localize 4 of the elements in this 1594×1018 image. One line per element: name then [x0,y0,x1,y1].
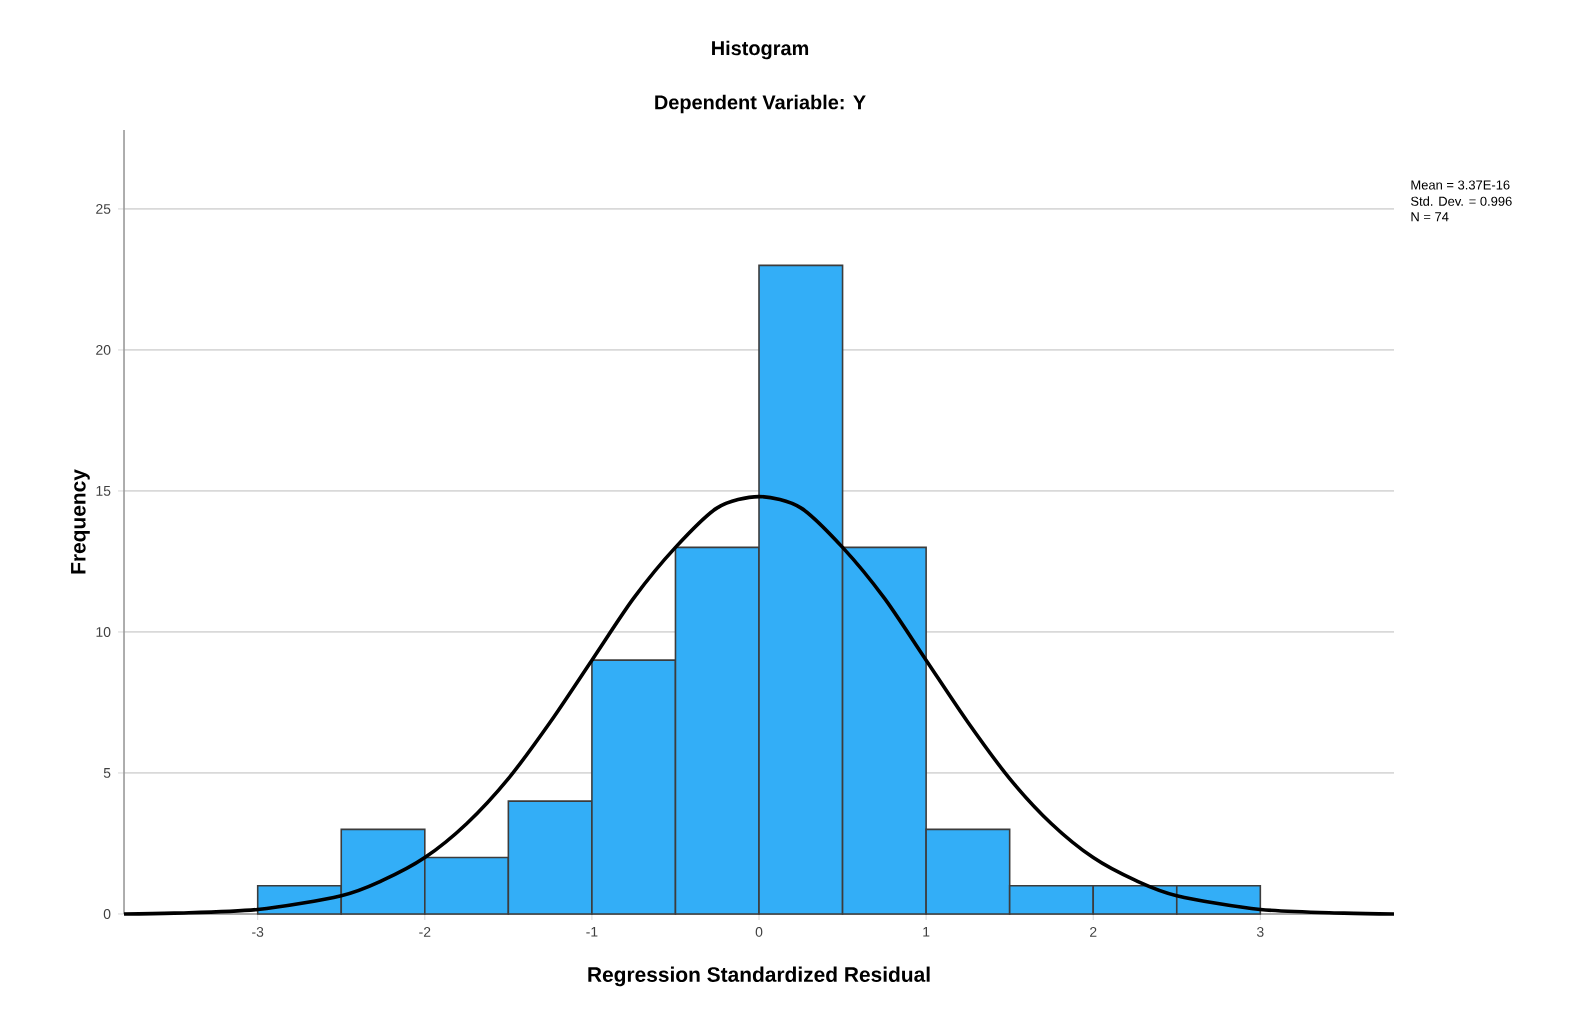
chart-subtitle: Dependent Variable: Y [655,94,866,114]
chart-title: Histogram [712,40,809,60]
x-axis-title: Regression Standardized Residual [588,966,930,987]
y-axis-title: Frequency [71,469,90,574]
